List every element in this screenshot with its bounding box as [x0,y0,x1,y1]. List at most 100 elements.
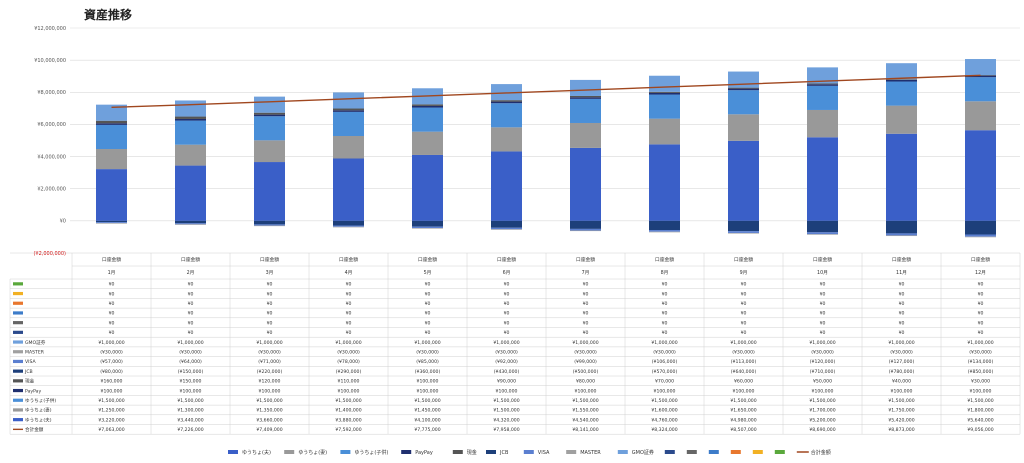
bar-segment [333,108,364,111]
bar-segment [96,220,127,223]
table-cell: ¥100,000 [417,388,439,394]
table-cell: (¥78,000) [337,359,360,365]
table-category-label: 1月 [108,270,116,276]
table-cell: ¥8,324,000 [651,427,677,433]
table-cell: ¥0 [978,282,984,288]
table-cell: ¥1,500,000 [414,398,440,404]
table-header-label: 口座金額 [971,256,990,263]
table-cell: (¥30,000) [969,349,992,355]
table-cell: (¥430,000) [494,369,520,375]
table-cell: ¥1,500,000 [98,398,124,404]
table-cell: ¥0 [346,282,352,288]
table-cell: ¥1,000,000 [98,340,124,346]
bar-segment [491,100,522,102]
table-cell: ¥0 [109,291,115,297]
table-cell: ¥8,141,000 [572,427,598,433]
bar-segment [649,144,680,221]
table-cell: ¥0 [425,330,431,336]
table-cell: ¥0 [820,311,826,317]
table-cell: ¥4,100,000 [414,417,440,423]
table-cell: ¥7,226,000 [177,427,203,433]
table-cell: ¥1,800,000 [967,408,993,414]
legend-label: 現金 [467,449,477,456]
table-header-label: 口座金額 [497,256,516,263]
table-cell: ¥100,000 [733,388,755,394]
table-header-label: 口座金額 [576,256,595,263]
bar-segment [965,59,996,76]
bar-segment [807,232,838,235]
table-legend-key [13,379,23,383]
table-cell: (¥30,000) [416,349,439,355]
table-cell: ¥0 [899,330,905,336]
table-cell: ¥0 [425,282,431,288]
bar-segment [96,223,127,224]
table-cell: ¥100,000 [891,388,913,394]
legend-label: ゆうちょ(夫) [242,449,271,456]
table-cell: ¥0 [346,320,352,326]
legend-key [523,450,534,454]
table-cell: ¥0 [267,330,273,336]
bar-segment [886,81,917,106]
table-cell: ¥1,500,000 [493,408,519,414]
table-category-label: 10月 [817,270,828,276]
table-cell: ¥3,660,000 [256,417,282,423]
table-legend-key [13,359,23,364]
legend-key [486,450,496,454]
table-cell: ¥80,000 [576,379,595,385]
table-legend-key [13,388,23,393]
table-header-label: 口座金額 [260,256,279,263]
table-cell: ¥100,000 [496,388,518,394]
table-cell: ¥1,500,000 [493,398,519,404]
bar-segment [96,123,127,125]
table-cell: (¥850,000) [968,369,994,375]
bar-segment [570,220,601,229]
bar-segment [886,105,917,134]
table-cell: ¥0 [741,301,747,307]
table-cell: ¥0 [899,320,905,326]
bar-segment [254,162,285,221]
table-cell: ¥5,200,000 [809,417,835,423]
table-cell: ¥0 [662,301,668,307]
legend-key [730,450,741,454]
table-cell: ¥90,000 [497,379,516,385]
legend-key [752,450,763,454]
table-cell: ¥0 [978,311,984,317]
table-cell: (¥80,000) [100,369,123,375]
table-cell: ¥0 [662,311,668,317]
table-cell: ¥0 [741,330,747,336]
bar-segment [728,114,759,141]
table-header-label: 口座金額 [655,256,674,263]
bar-segment [807,83,838,85]
table-legend-key [13,282,23,286]
table-header-label: 口座金額 [892,256,911,263]
bar-segment [333,111,364,136]
bar-segment [728,231,759,233]
table-cell: ¥1,000,000 [256,340,282,346]
bar-segment [570,95,601,98]
table-cell: ¥100,000 [654,388,676,394]
bar-segment [807,137,838,221]
table-cell: ¥0 [978,320,984,326]
table-cell: (¥99,000) [574,359,597,365]
bar-segment [886,63,917,80]
y-tick-label: ¥12,000,000 [34,26,66,32]
table-cell: (¥30,000) [732,349,755,355]
bar-segment [570,97,601,99]
table-legend-key [13,291,23,296]
table-cell: ¥0 [346,330,352,336]
table-cell: (¥120,000) [810,359,836,365]
y-tick-label: ¥6,000,000 [37,122,66,128]
table-cell: ¥70,000 [655,379,674,385]
bar-segment [412,228,443,229]
bar-segment [649,75,680,92]
bar-segment [807,109,838,138]
bar-segment [333,92,364,109]
table-row-label: PayPay [25,388,41,394]
table-cell: ¥0 [346,301,352,307]
bar-segment [491,103,522,128]
bar-segment [175,118,206,121]
table-cell: ¥7,063,000 [98,427,124,433]
bar-segment [333,136,364,159]
bar-segment [96,169,127,221]
